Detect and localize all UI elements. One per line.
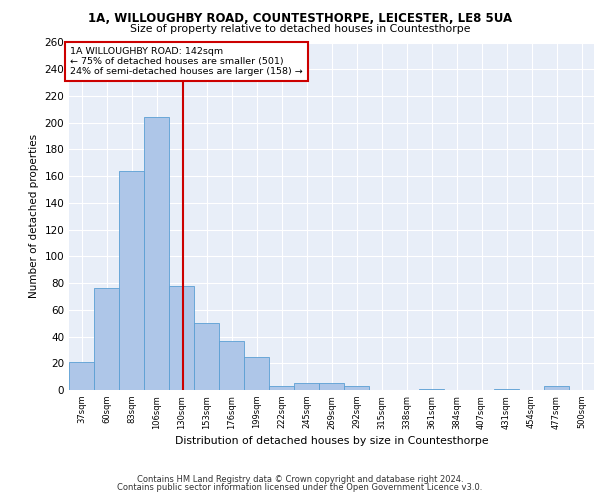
Text: Contains HM Land Registry data © Crown copyright and database right 2024.: Contains HM Land Registry data © Crown c… [137,475,463,484]
Text: 1A WILLOUGHBY ROAD: 142sqm
← 75% of detached houses are smaller (501)
24% of sem: 1A WILLOUGHBY ROAD: 142sqm ← 75% of deta… [70,46,303,76]
Text: 1A, WILLOUGHBY ROAD, COUNTESTHORPE, LEICESTER, LE8 5UA: 1A, WILLOUGHBY ROAD, COUNTESTHORPE, LEIC… [88,12,512,26]
Bar [419,388,443,390]
Bar [269,386,293,390]
Bar [194,323,218,390]
Bar [244,356,269,390]
Y-axis label: Number of detached properties: Number of detached properties [29,134,39,298]
Bar [544,386,569,390]
Bar [494,388,518,390]
Bar [119,171,143,390]
X-axis label: Distribution of detached houses by size in Countesthorpe: Distribution of detached houses by size … [175,436,488,446]
Bar [344,386,368,390]
Bar [145,118,169,390]
Text: Size of property relative to detached houses in Countesthorpe: Size of property relative to detached ho… [130,24,470,34]
Bar [295,384,319,390]
Bar [94,288,119,390]
Bar [319,384,344,390]
Bar [220,340,244,390]
Text: Contains public sector information licensed under the Open Government Licence v3: Contains public sector information licen… [118,484,482,492]
Bar [70,362,94,390]
Bar [169,286,194,390]
